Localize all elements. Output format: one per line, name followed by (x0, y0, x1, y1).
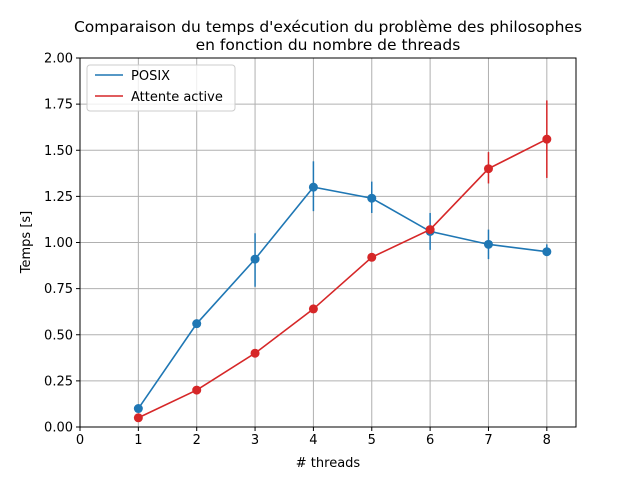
x-tick-label: 1 (134, 433, 142, 448)
y-tick-label: 0.00 (44, 421, 73, 436)
data-point (250, 254, 260, 264)
series-line (138, 138, 548, 419)
legend-box (86, 64, 236, 112)
data-point (542, 134, 552, 144)
data-point (367, 252, 377, 262)
x-tick-label: 0 (76, 433, 84, 448)
series-line (137, 186, 547, 410)
chart-title-line-2: en fonction du nombre de threads (196, 36, 461, 54)
y-tick-label: 2.00 (44, 52, 73, 67)
data-point (133, 404, 143, 414)
data-point (542, 247, 552, 257)
x-tick-label: 8 (543, 433, 551, 448)
x-tick-label: 2 (193, 433, 201, 448)
data-point (133, 413, 143, 423)
legend: POSIX Attente active (86, 64, 236, 112)
data-point (250, 348, 260, 358)
plot-series (133, 100, 552, 423)
y-tick-label: 1.50 (44, 144, 73, 159)
x-tick-label: 6 (426, 433, 434, 448)
data-point (425, 225, 435, 235)
data-point (483, 239, 493, 249)
y-tick-label: 1.75 (44, 98, 73, 113)
y-tick-label: 0.25 (44, 374, 73, 389)
x-axis-ticks: 0 1 2 3 4 5 6 7 8 (76, 427, 551, 448)
y-axis-label: Temps [s] (19, 211, 34, 274)
y-tick-label: 0.50 (44, 328, 73, 343)
data-point (192, 385, 202, 395)
data-point (483, 164, 493, 174)
legend-label: POSIX (131, 69, 170, 84)
data-point (308, 304, 318, 314)
data-point (192, 319, 202, 329)
data-point (367, 193, 377, 203)
y-tick-label: 1.25 (44, 190, 73, 205)
series-attente-active (133, 100, 552, 423)
y-tick-label: 1.00 (44, 236, 73, 251)
x-tick-label: 3 (251, 433, 259, 448)
x-tick-label: 7 (484, 433, 492, 448)
x-tick-label: 4 (309, 433, 317, 448)
y-axis-ticks: 0.00 0.25 0.50 0.75 1.00 1.25 1.50 1.75 2.00 (44, 52, 80, 436)
x-tick-label: 5 (368, 433, 376, 448)
data-point (308, 182, 318, 192)
y-tick-label: 0.75 (44, 282, 73, 297)
x-axis-label: # threads (296, 456, 361, 471)
legend-label: Attente active (131, 90, 223, 105)
chart-title-line-1: Comparaison du temps d'exécution du prob… (74, 18, 582, 36)
